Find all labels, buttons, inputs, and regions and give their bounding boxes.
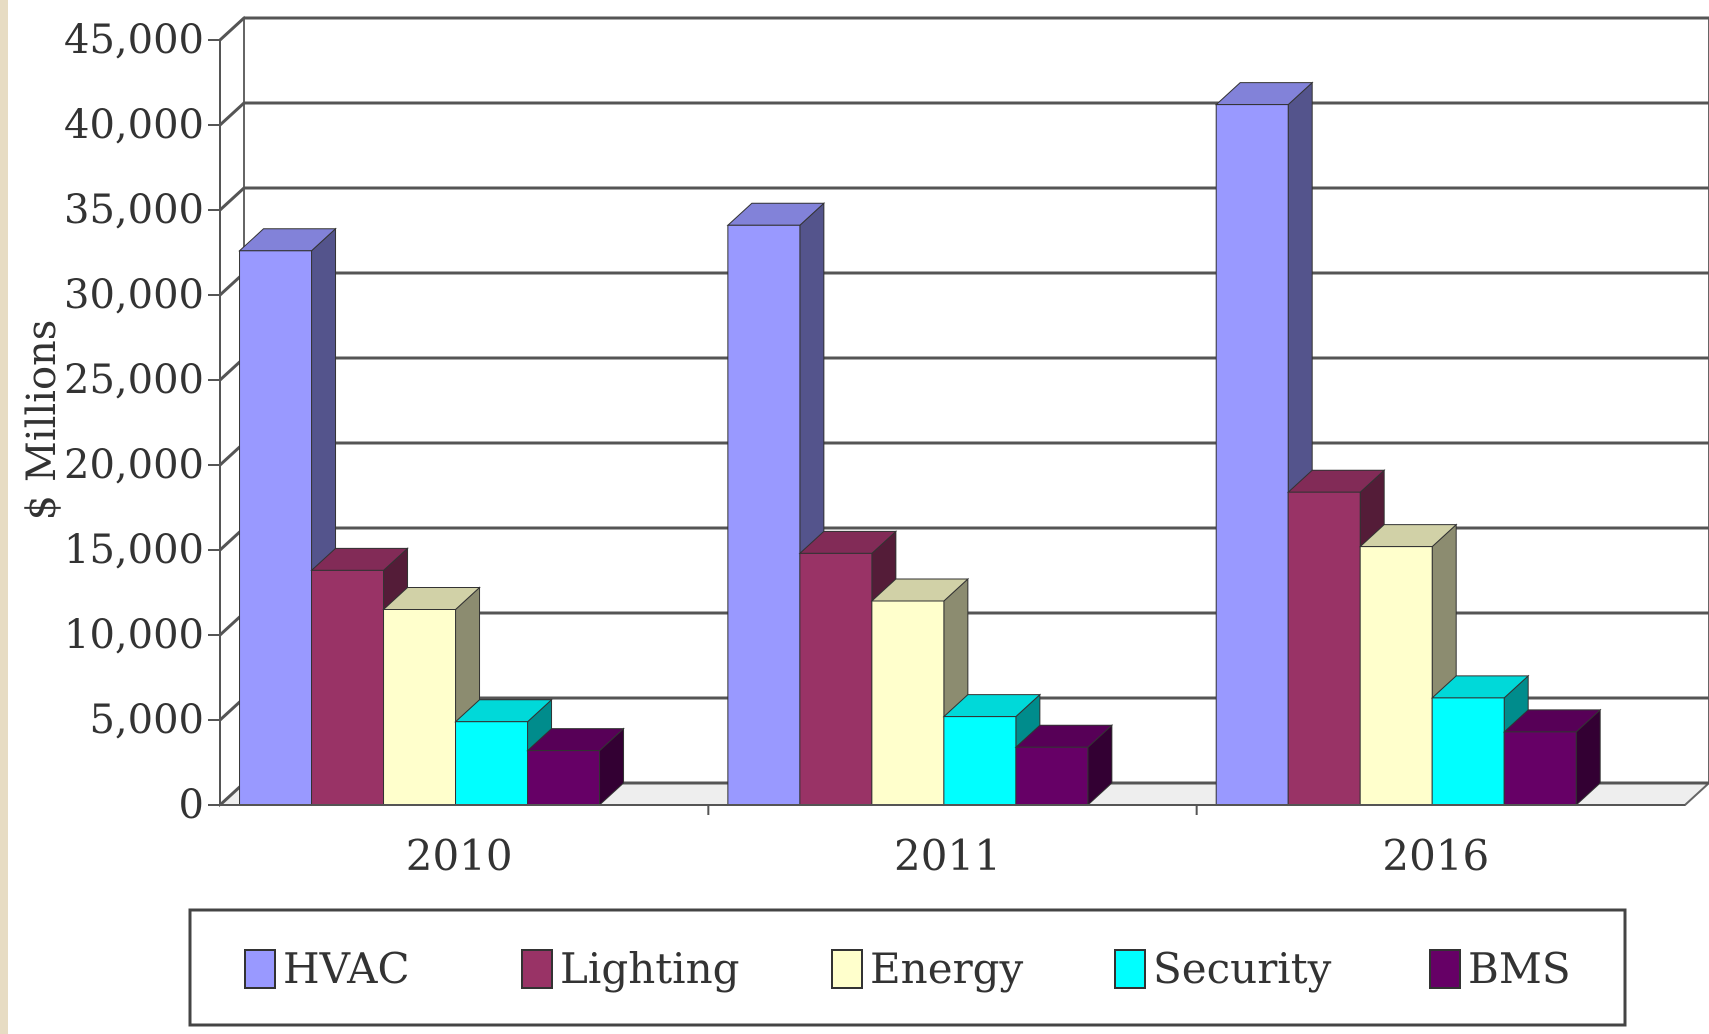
legend-label-bms: BMS — [1468, 944, 1571, 993]
y-tick-label: 15,000 — [64, 527, 204, 573]
x-tick-label-2011: 2011 — [894, 831, 1001, 880]
bar-hvac-2010 — [239, 250, 313, 806]
y-tick-label: 30,000 — [64, 272, 204, 318]
bar-security-2016 — [1431, 697, 1505, 806]
plot-walls — [217, 15, 1709, 808]
legend-label-lighting: Lighting — [560, 944, 740, 993]
legend: HVAC Lighting Energy Security BMS — [188, 908, 1627, 1027]
bar-energy-2011 — [871, 600, 945, 806]
bar-hvac-2011 — [727, 224, 801, 806]
y-tick-label: 10,000 — [64, 612, 204, 658]
bar-bms-2016 — [1503, 731, 1577, 806]
gridline — [218, 16, 1709, 42]
back-wall — [243, 17, 1709, 784]
y-axis-ticks: 0 5,000 10,000 15,000 20,000 25,000 30,000 35,0… — [64, 17, 221, 828]
bar-lighting-2016 — [1287, 491, 1361, 806]
bar-bms-2010 — [527, 750, 601, 806]
bar-hvac-2016 — [1215, 104, 1289, 806]
x-tick-label-2016: 2016 — [1382, 831, 1489, 880]
bar-bms-2011 — [1015, 746, 1089, 806]
legend-swatch-energy — [831, 949, 863, 989]
bars — [238, 81, 1602, 807]
legend-box — [188, 908, 1627, 1027]
legend-label-security: Security — [1153, 944, 1332, 993]
x-tick-label-2010: 2010 — [406, 831, 513, 880]
y-tick-label: 25,000 — [64, 357, 204, 403]
bar-energy-2016 — [1359, 546, 1433, 806]
legend-swatch-bms — [1429, 949, 1461, 989]
legend-swatch-security — [1114, 949, 1146, 989]
y-tick-label: 40,000 — [64, 102, 204, 148]
y-tick-label: 20,000 — [64, 442, 204, 488]
y-tick-label: 35,000 — [64, 187, 204, 233]
bar-energy-2010 — [383, 609, 457, 806]
frame-edge — [0, 0, 8, 1034]
y-axis-label: $ Millions — [19, 320, 65, 521]
y-tick-label: 5,000 — [89, 697, 204, 743]
legend-label-hvac: HVAC — [283, 944, 410, 993]
bar-lighting-2010 — [311, 569, 385, 806]
x-axis-ticks: 2010 2011 2016 — [220, 804, 1685, 880]
bar-security-2010 — [455, 721, 529, 806]
legend-swatch-lighting — [521, 949, 553, 989]
y-tick-label: 0 — [179, 782, 204, 828]
bar-lighting-2011 — [799, 552, 873, 806]
y-tick-label: 45,000 — [64, 17, 204, 63]
bar-security-2011 — [943, 716, 1017, 806]
legend-label-energy: Energy — [870, 944, 1024, 993]
legend-swatch-hvac — [244, 949, 276, 989]
